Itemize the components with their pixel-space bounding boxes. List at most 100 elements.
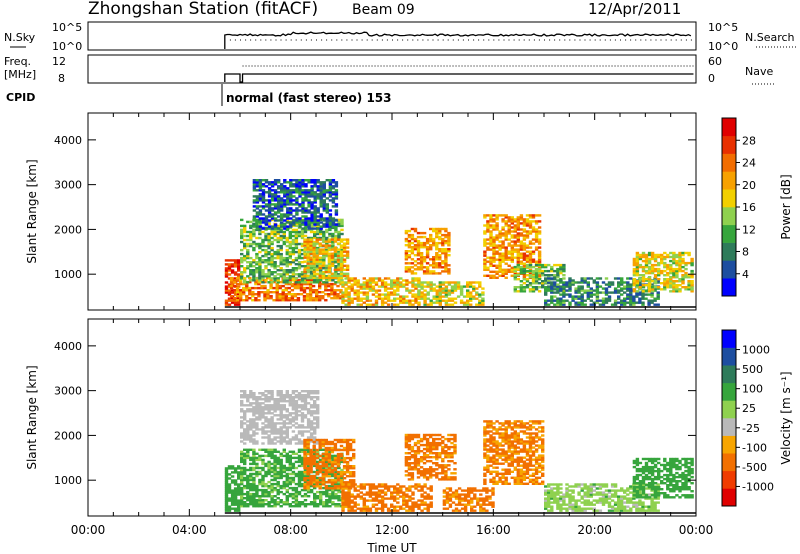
- data-cell: [447, 233, 451, 237]
- data-cell: [340, 279, 344, 282]
- data-cell: [267, 238, 271, 242]
- data-cell: [574, 291, 578, 294]
- data-cell: [294, 474, 299, 478]
- data-cell: [273, 203, 278, 206]
- data-cell: [307, 195, 311, 198]
- data-cell: [353, 277, 357, 280]
- data-cell: [285, 238, 289, 242]
- data-cell: [289, 197, 293, 200]
- data-cell: [328, 181, 333, 184]
- data-cell: [562, 283, 566, 286]
- data-cell: [393, 299, 397, 302]
- data-cell: [315, 258, 319, 261]
- data-cell: [273, 450, 277, 453]
- data-cell: [331, 456, 335, 460]
- data-cell: [525, 274, 530, 277]
- data-cell: [325, 242, 329, 246]
- data-cell: [322, 225, 326, 228]
- data-cell: [498, 230, 502, 233]
- data-cell: [447, 250, 451, 253]
- data-cell: [420, 295, 424, 298]
- data-cell: [333, 485, 338, 488]
- nave-tick-bottom: 0: [708, 72, 715, 85]
- data-cell: [254, 297, 258, 300]
- data-cell: [444, 229, 448, 233]
- data-cell: [362, 285, 366, 288]
- data-cell: [258, 396, 262, 399]
- data-cell: [270, 482, 274, 486]
- data-cell: [525, 222, 530, 225]
- data-cell: [429, 270, 433, 273]
- data-cell: [447, 281, 452, 284]
- data-cell: [319, 215, 323, 218]
- data-cell: [441, 291, 446, 294]
- data-cell: [550, 301, 554, 304]
- data-cell: [417, 295, 421, 298]
- data-cell: [444, 289, 449, 292]
- data-cell: [472, 287, 476, 290]
- data-cell: [419, 266, 424, 269]
- data-cell: [285, 408, 289, 411]
- data-cell: [666, 278, 670, 281]
- data-cell: [411, 283, 415, 286]
- data-cell: [459, 289, 464, 292]
- data-cell: [328, 213, 333, 216]
- data-cell: [410, 272, 415, 275]
- data-cell: [243, 392, 247, 395]
- data-cell: [672, 253, 676, 257]
- data-cell: [675, 276, 679, 279]
- data-cell: [270, 450, 274, 453]
- data-cell: [264, 488, 268, 492]
- data-cell: [390, 287, 394, 290]
- data-cell: [273, 414, 277, 417]
- data-cell: [309, 276, 313, 279]
- data-cell: [252, 440, 256, 443]
- data-cell: [537, 282, 542, 285]
- data-cell: [607, 285, 612, 288]
- data-cell: [273, 456, 277, 460]
- data-cell: [334, 495, 338, 498]
- data-cell: [316, 193, 320, 196]
- data-cell: [285, 250, 289, 254]
- data-cell: [282, 492, 286, 496]
- data-cell: [481, 299, 485, 302]
- data-cell: [291, 390, 296, 393]
- data-cell: [233, 469, 238, 472]
- data-cell: [402, 285, 406, 288]
- data-cell: [321, 256, 325, 259]
- data-cell: [300, 462, 305, 466]
- data-cell: [270, 218, 274, 222]
- data-cell: [312, 481, 316, 484]
- data-cell: [261, 480, 265, 484]
- data-cell: [650, 251, 655, 255]
- data-cell: [243, 462, 247, 466]
- data-cell: [330, 479, 335, 482]
- data-cell: [368, 283, 373, 286]
- data-cell: [246, 452, 250, 455]
- data-cell: [327, 246, 332, 249]
- data-cell: [240, 432, 244, 435]
- data-cell: [541, 269, 545, 273]
- data-cell: [327, 295, 331, 298]
- data-cell: [288, 492, 292, 496]
- data-cell: [273, 183, 278, 186]
- data-cell: [324, 462, 328, 466]
- data-cell: [478, 293, 482, 296]
- data-cell: [678, 263, 682, 267]
- data-cell: [586, 277, 590, 280]
- data-cell: [249, 486, 253, 490]
- data-cell: [270, 225, 275, 228]
- data-cell: [249, 410, 253, 413]
- data-cell: [255, 474, 259, 478]
- data-cell: [441, 283, 446, 286]
- data-cell: [377, 277, 382, 280]
- data-cell: [306, 426, 311, 429]
- data-cell: [425, 252, 430, 255]
- data-cell: [264, 418, 268, 421]
- data-cell: [489, 240, 493, 243]
- data-cell: [280, 187, 284, 190]
- data-cell: [300, 488, 305, 492]
- data-cell: [224, 273, 229, 276]
- data-cell: [339, 448, 344, 452]
- data-cell: [292, 221, 296, 224]
